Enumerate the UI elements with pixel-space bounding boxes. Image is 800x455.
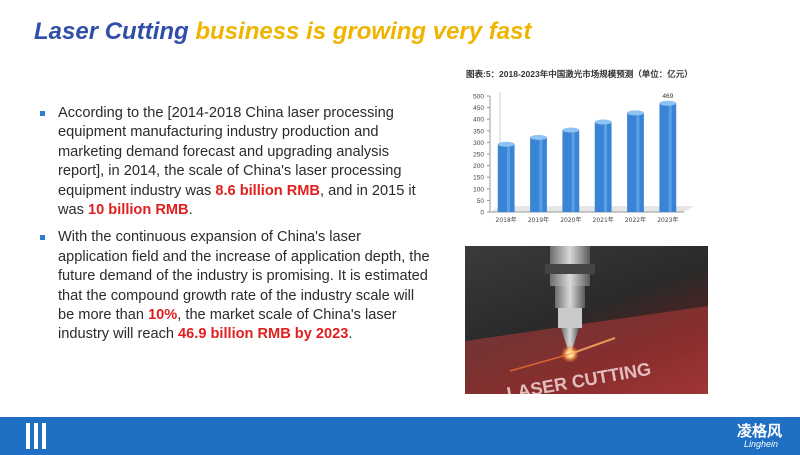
bar bbox=[659, 103, 677, 212]
y-tick-label: 300 bbox=[473, 140, 484, 147]
bullet-item: According to the [2014-2018 China laser … bbox=[36, 104, 431, 220]
bar-top bbox=[627, 110, 644, 116]
y-tick-label: 450 bbox=[473, 105, 484, 112]
bar-top bbox=[530, 135, 547, 141]
bullet-list: According to the [2014-2018 China laser … bbox=[36, 104, 431, 353]
x-tick-label: 2019年 bbox=[528, 216, 549, 224]
x-tick-label: 2022年 bbox=[625, 216, 646, 224]
highlight-value: 10 billion RMB bbox=[88, 202, 189, 219]
bar-highlight bbox=[507, 144, 511, 212]
y-tick-label: 100 bbox=[473, 186, 484, 193]
chart-canvas: 0 50 100 150 200 250 300 350 400 450 500 2018年 2019年… bbox=[473, 92, 694, 224]
y-tick-label: 350 bbox=[473, 128, 484, 135]
title-highlight: Laser Cutting bbox=[34, 18, 189, 45]
bullet-text: . bbox=[348, 326, 353, 343]
bar bbox=[594, 121, 612, 212]
highlight-value: 10% bbox=[148, 307, 178, 324]
footer-stripe bbox=[34, 423, 38, 449]
bullet-text: With the continuous expansion of China's… bbox=[58, 229, 430, 324]
bullet-item: With the continuous expansion of China's… bbox=[36, 228, 431, 344]
bullet-text: According to the [2014-2018 China laser … bbox=[58, 105, 402, 199]
footer-stripe bbox=[42, 423, 46, 449]
market-forecast-chart: 图表:5：2018-2023年中国激光市场规模预测（单位：亿元） 0 50 100 1… bbox=[452, 60, 722, 235]
bar bbox=[530, 137, 547, 212]
bar-highlight bbox=[636, 112, 640, 212]
bullet-text: , the market scale of China's laser indu… bbox=[58, 307, 397, 343]
bar-top bbox=[497, 141, 515, 147]
slide-title: Laser Cutting business is growing very f… bbox=[34, 18, 531, 46]
laser-cutting-photo: LASER CUTTING bbox=[465, 246, 708, 394]
bar bbox=[627, 112, 644, 212]
data-label: 469 bbox=[662, 93, 673, 100]
y-tick-label: 400 bbox=[473, 117, 484, 124]
logo-chinese: 凌格风 bbox=[736, 422, 782, 440]
bar-highlight bbox=[668, 103, 672, 212]
bar-highlight bbox=[604, 121, 608, 212]
y-tick-label: 150 bbox=[473, 175, 484, 182]
bar-top bbox=[594, 119, 612, 125]
bar bbox=[497, 144, 515, 212]
x-tick-label: 2023年 bbox=[657, 216, 678, 224]
x-tick-label: 2021年 bbox=[593, 216, 614, 224]
bar-top bbox=[659, 100, 677, 106]
y-tick-label: 0 bbox=[480, 210, 484, 217]
chart-title: 图表:5：2018-2023年中国激光市场规模预测（单位：亿元） bbox=[466, 69, 693, 79]
x-tick-label: 2018年 bbox=[496, 216, 517, 224]
y-tick-label: 200 bbox=[473, 163, 484, 170]
bullet-text: . bbox=[188, 202, 193, 219]
bar bbox=[562, 130, 580, 212]
bar-highlight bbox=[571, 130, 575, 212]
x-tick-label: 2020年 bbox=[560, 216, 581, 224]
footer-stripe bbox=[26, 423, 30, 449]
y-tick-label: 50 bbox=[477, 198, 485, 205]
y-tick-label: 500 bbox=[473, 94, 484, 101]
title-rest: business is growing very fast bbox=[188, 18, 532, 45]
bullet-marker bbox=[40, 235, 45, 241]
highlight-value: 8.6 billion RMB bbox=[215, 182, 320, 199]
highlight-value: 46.9 billion RMB by 2023 bbox=[178, 326, 349, 343]
footer-bar: 凌格风 Linghein bbox=[0, 417, 800, 455]
logo-english: Linghein bbox=[743, 439, 778, 449]
bullet-text: , and in 2015 it was bbox=[58, 182, 416, 219]
y-tick-label: 250 bbox=[473, 152, 484, 159]
bar-top bbox=[562, 127, 580, 133]
bullet-marker bbox=[40, 111, 45, 116]
bar-highlight bbox=[539, 137, 543, 212]
laser-head-illustration: LASER CUTTING bbox=[465, 246, 708, 394]
